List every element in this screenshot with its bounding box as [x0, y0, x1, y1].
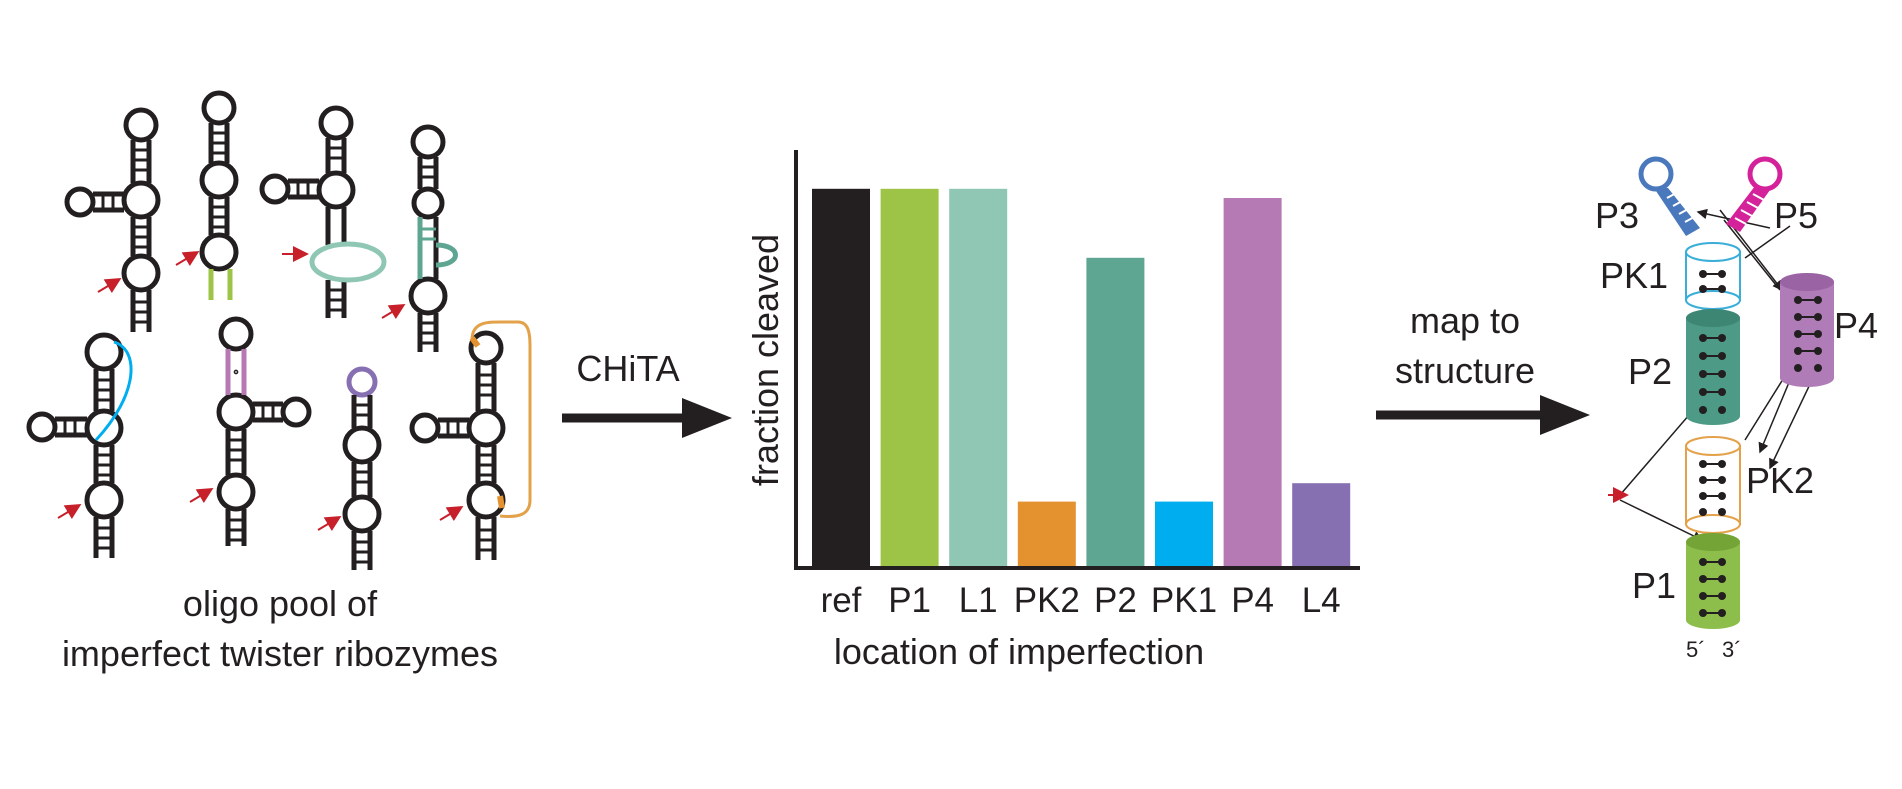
tick-label-p4: P4 — [1231, 581, 1274, 620]
p4-cylinder — [1780, 273, 1834, 387]
bar-l4 — [1292, 483, 1351, 566]
tick-label-pk1: PK1 — [1151, 581, 1217, 620]
pk1-cylinder — [1685, 242, 1741, 310]
bar-pk1 — [1155, 501, 1213, 566]
tick-label-pk2: PK2 — [1014, 581, 1080, 620]
p2-cylinder — [1686, 309, 1740, 425]
ribozyme-4 — [381, 124, 458, 352]
label-pk1: PK1 — [1600, 255, 1668, 296]
p3-hairpin — [1638, 156, 1700, 236]
bars — [812, 188, 1351, 567]
tick-labels: ref P1 L1 PK2 P2 PK1 P4 L4 — [821, 581, 1341, 620]
ribozyme-5 — [26, 332, 133, 558]
map-arrow — [1376, 395, 1590, 435]
ribozyme-1 — [64, 107, 161, 332]
ribozyme-7 — [317, 366, 382, 570]
p1-cylinder — [1686, 533, 1740, 629]
label-p5: P5 — [1774, 195, 1818, 236]
ribozyme-3 — [259, 105, 387, 318]
label-p1: P1 — [1632, 565, 1676, 606]
ribozyme-pool — [26, 90, 532, 570]
pool-caption-line2: imperfect twister ribozymes — [62, 633, 498, 674]
map-label-line1: map to — [1410, 300, 1520, 341]
bar-l1 — [949, 188, 1008, 567]
pk2-cylinder — [1685, 436, 1741, 534]
bar-p1 — [880, 188, 939, 567]
bar-pk2 — [1017, 501, 1076, 566]
bar-p2 — [1086, 257, 1145, 566]
label-5-prime: 5´ — [1686, 637, 1706, 662]
chita-label: CHiTA — [576, 348, 679, 389]
label-p3: P3 — [1595, 195, 1639, 236]
structure-map: P3 P5 PK1 P2 P4 PK2 P1 5´ 3´ — [1595, 156, 1878, 662]
pool-caption-line1: oligo pool of — [183, 583, 378, 624]
ribozyme-8 — [409, 320, 532, 560]
label-pk2: PK2 — [1746, 460, 1814, 501]
chita-arrow — [562, 398, 732, 438]
ribozyme-6 — [189, 316, 312, 546]
tick-label-p2: P2 — [1094, 581, 1137, 620]
y-axis-label: fraction cleaved — [745, 234, 786, 486]
bar-chart: ref P1 L1 PK2 P2 PK1 P4 L4 fraction cleaved loc… — [745, 150, 1360, 672]
p5-hairpin — [1726, 156, 1783, 232]
tick-label-ref: ref — [821, 581, 862, 620]
bar-p4 — [1223, 198, 1282, 566]
map-label-line2: structure — [1395, 350, 1535, 391]
tick-label-l1: L1 — [959, 581, 998, 620]
bar-ref — [812, 188, 870, 567]
x-axis-label: location of imperfection — [834, 631, 1204, 672]
tick-label-l4: L4 — [1302, 581, 1341, 620]
tick-label-p1: P1 — [888, 581, 931, 620]
label-p2: P2 — [1628, 351, 1672, 392]
label-3-prime: 3´ — [1722, 637, 1742, 662]
label-p4: P4 — [1834, 305, 1878, 346]
ribozyme-2 — [175, 90, 239, 300]
